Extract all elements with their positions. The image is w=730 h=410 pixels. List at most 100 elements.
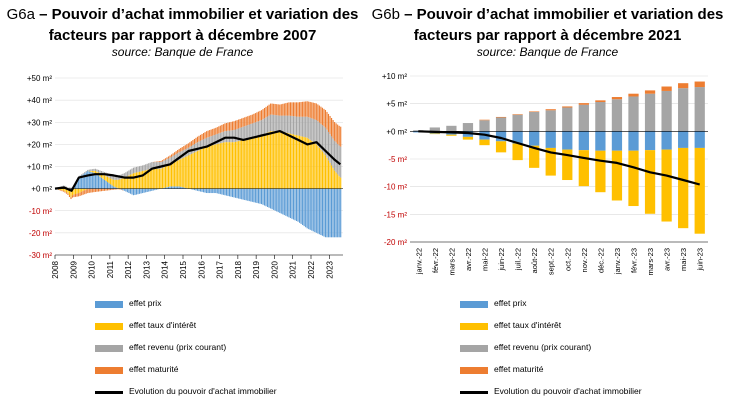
bar-segment	[213, 128, 215, 136]
bar-segment	[545, 110, 556, 132]
bar-segment	[65, 192, 67, 194]
bar-segment	[199, 140, 202, 150]
bar-segment	[145, 164, 147, 171]
bar-segment	[248, 115, 250, 125]
bar-segment	[207, 130, 209, 138]
bar-segment	[210, 145, 212, 189]
bar-segment	[595, 150, 606, 193]
bar-segment	[274, 131, 276, 189]
bar-segment	[308, 138, 310, 189]
bar-segment	[324, 188, 327, 238]
bar-segment	[131, 173, 133, 189]
y-tick-label: +10 m²	[382, 72, 407, 81]
bar-segment	[125, 188, 127, 192]
bar-segment	[329, 162, 331, 189]
bar-segment	[108, 177, 110, 184]
bar-segment	[297, 188, 299, 222]
bar-segment	[314, 188, 316, 233]
bar-segment	[216, 144, 218, 189]
bar-segment	[238, 128, 240, 142]
bar-segment	[300, 136, 302, 189]
bar-segment	[291, 134, 293, 189]
bar-segment	[292, 188, 295, 220]
bar-segment	[134, 167, 136, 173]
bar-segment	[295, 188, 298, 222]
bar-segment	[180, 159, 182, 187]
bar-segment	[300, 116, 302, 137]
bar-segment	[262, 119, 264, 135]
bar-segment	[178, 186, 180, 189]
bar-segment	[233, 130, 235, 143]
bar-segment	[203, 188, 205, 193]
bar-segment	[126, 171, 128, 177]
bar-segment	[305, 188, 307, 228]
bar-segment	[140, 165, 142, 172]
bar-segment	[103, 175, 106, 180]
bar-segment	[198, 188, 200, 192]
bar-segment	[308, 117, 310, 139]
x-tick-label: mai-23	[679, 248, 688, 271]
bar-segment	[75, 183, 77, 189]
bar-segment	[65, 188, 67, 193]
bar-segment	[123, 188, 125, 191]
bar-segment	[215, 144, 217, 189]
legend-item-effet-revenu: effet revenu (prix courant)	[95, 340, 360, 362]
bar-segment	[332, 188, 334, 238]
bar-segment	[204, 147, 206, 189]
bar-segment	[178, 159, 180, 187]
bar-segment	[238, 188, 240, 199]
bar-segment	[329, 115, 331, 135]
bar-segment	[305, 116, 307, 138]
x-tick-label: 2010	[88, 260, 97, 278]
bar-segment	[268, 131, 270, 189]
bar-segment	[259, 135, 261, 189]
chart-title-g6a: G6a – Pouvoir d’achat immobilier et vari…	[0, 4, 365, 46]
bar-segment	[282, 131, 284, 189]
bar-segment	[309, 188, 311, 230]
bar-segment	[254, 137, 256, 189]
bar-segment	[285, 103, 287, 116]
bar-segment	[87, 171, 89, 189]
bar-segment	[157, 168, 159, 189]
bar-segment	[236, 188, 238, 199]
chart-code-g6b: G6b	[371, 6, 400, 23]
bar-segment	[192, 153, 194, 189]
bar-segment	[263, 118, 266, 135]
bar-segment	[312, 188, 314, 232]
legend-swatch	[460, 301, 488, 308]
bar-segment	[265, 133, 267, 189]
bar-segment	[129, 169, 131, 175]
bar-segment	[114, 188, 116, 190]
bar-segment	[239, 127, 241, 141]
bar-segment	[79, 176, 81, 189]
legend-swatch	[460, 391, 488, 394]
bar-segment	[270, 188, 272, 209]
bar-segment	[85, 171, 87, 173]
bar-segment	[245, 125, 247, 140]
bar-segment	[108, 183, 110, 189]
bar-segment	[193, 138, 195, 145]
bar-segment	[151, 162, 153, 169]
bar-segment	[562, 107, 573, 132]
bar-segment	[161, 168, 163, 189]
bar-segment	[260, 120, 263, 136]
bar-segment	[204, 132, 206, 139]
bar-segment	[235, 129, 237, 142]
bar-segment	[132, 188, 135, 196]
bar-segment	[91, 188, 93, 193]
bar-segment	[201, 148, 203, 189]
legend-label: Evolution du pouvoir d'achat immobilier	[494, 386, 642, 396]
bar-segment	[113, 188, 115, 190]
bar-segment	[88, 169, 90, 171]
bar-segment	[128, 188, 130, 193]
bar-segment	[204, 188, 206, 193]
bar-segment	[212, 128, 214, 136]
legend-item-evolution: Evolution du pouvoir d'achat immobilier	[95, 384, 360, 406]
bar-segment	[210, 136, 212, 146]
bar-segment	[337, 174, 339, 189]
bar-segment	[289, 188, 291, 219]
bar-segment	[545, 147, 556, 176]
bar-segment	[87, 188, 89, 194]
chart-source-g6a: source: Banque de France	[111, 45, 254, 59]
bar-segment	[196, 188, 199, 191]
